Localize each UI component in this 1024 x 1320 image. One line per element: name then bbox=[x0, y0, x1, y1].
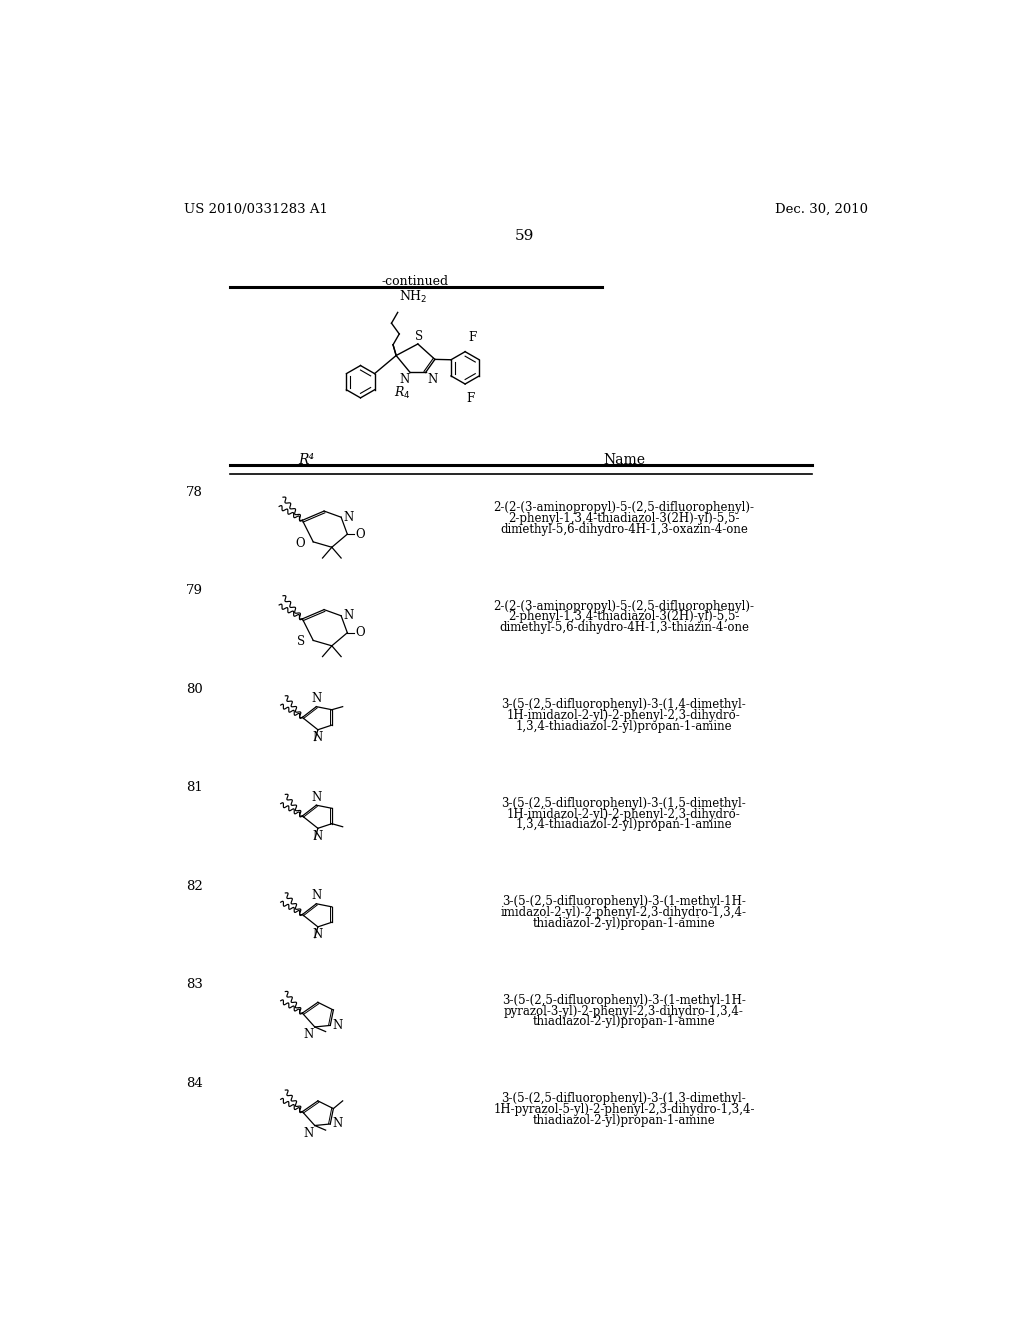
Text: N: N bbox=[311, 692, 322, 705]
Text: 78: 78 bbox=[186, 486, 203, 499]
Text: 1H-pyrazol-5-yl)-2-phenyl-2,3-dihydro-1,3,4-: 1H-pyrazol-5-yl)-2-phenyl-2,3-dihydro-1,… bbox=[494, 1104, 755, 1117]
Text: F: F bbox=[468, 331, 476, 345]
Text: N: N bbox=[312, 731, 323, 744]
Text: 2-phenyl-1,3,4-thiadiazol-3(2H)-yl)-5,5-: 2-phenyl-1,3,4-thiadiazol-3(2H)-yl)-5,5- bbox=[508, 610, 739, 623]
Text: 81: 81 bbox=[186, 781, 203, 795]
Text: 3-(5-(2,5-difluorophenyl)-3-(1,5-dimethyl-: 3-(5-(2,5-difluorophenyl)-3-(1,5-dimethy… bbox=[502, 797, 746, 809]
Text: thiadiazol-2-yl)propan-1-amine: thiadiazol-2-yl)propan-1-amine bbox=[532, 1114, 716, 1127]
Text: 1H-imidazol-2-yl)-2-phenyl-2,3-dihydro-: 1H-imidazol-2-yl)-2-phenyl-2,3-dihydro- bbox=[507, 808, 741, 821]
Text: R⁴: R⁴ bbox=[298, 453, 314, 466]
Text: 82: 82 bbox=[186, 880, 203, 892]
Text: O: O bbox=[355, 626, 365, 639]
Text: Name: Name bbox=[603, 453, 645, 466]
Text: 3-(5-(2,5-difluorophenyl)-3-(1-methyl-1H-: 3-(5-(2,5-difluorophenyl)-3-(1-methyl-1H… bbox=[502, 994, 745, 1007]
Text: N: N bbox=[343, 610, 353, 622]
Text: US 2010/0331283 A1: US 2010/0331283 A1 bbox=[183, 203, 328, 216]
Text: dimethyl-5,6-dihydro-4H-1,3-thiazin-4-one: dimethyl-5,6-dihydro-4H-1,3-thiazin-4-on… bbox=[499, 622, 749, 634]
Text: 3-(5-(2,5-difluorophenyl)-3-(1-methyl-1H-: 3-(5-(2,5-difluorophenyl)-3-(1-methyl-1H… bbox=[502, 895, 745, 908]
Text: N: N bbox=[427, 374, 437, 387]
Text: N: N bbox=[312, 928, 323, 941]
Text: thiadiazol-2-yl)propan-1-amine: thiadiazol-2-yl)propan-1-amine bbox=[532, 917, 716, 929]
Text: dimethyl-5,6-dihydro-4H-1,3-oxazin-4-one: dimethyl-5,6-dihydro-4H-1,3-oxazin-4-one bbox=[500, 523, 748, 536]
Text: N: N bbox=[303, 1127, 313, 1140]
Text: -continued: -continued bbox=[381, 276, 449, 289]
Text: S: S bbox=[297, 635, 305, 648]
Text: 3-(5-(2,5-difluorophenyl)-3-(1,4-dimethyl-: 3-(5-(2,5-difluorophenyl)-3-(1,4-dimethy… bbox=[502, 698, 746, 711]
Text: 59: 59 bbox=[515, 230, 535, 243]
Text: S: S bbox=[415, 330, 423, 343]
Text: 84: 84 bbox=[186, 1077, 203, 1090]
Text: 80: 80 bbox=[186, 682, 203, 696]
Text: F: F bbox=[467, 392, 475, 405]
Text: N: N bbox=[333, 1019, 343, 1032]
Text: 1H-imidazol-2-yl)-2-phenyl-2,3-dihydro-: 1H-imidazol-2-yl)-2-phenyl-2,3-dihydro- bbox=[507, 709, 741, 722]
Text: 83: 83 bbox=[186, 978, 203, 991]
Text: R$_4$: R$_4$ bbox=[394, 385, 411, 401]
Text: N: N bbox=[311, 890, 322, 903]
Text: N: N bbox=[343, 511, 353, 524]
Text: NH$_2$: NH$_2$ bbox=[399, 289, 428, 305]
Text: 3-(5-(2,5-difluorophenyl)-3-(1,3-dimethyl-: 3-(5-(2,5-difluorophenyl)-3-(1,3-dimethy… bbox=[502, 1093, 746, 1105]
Text: 2-phenyl-1,3,4-thiadiazol-3(2H)-yl)-5,5-: 2-phenyl-1,3,4-thiadiazol-3(2H)-yl)-5,5- bbox=[508, 512, 739, 525]
Text: N: N bbox=[399, 374, 410, 387]
Text: N: N bbox=[333, 1118, 343, 1130]
Text: 2-(2-(3-aminopropyl)-5-(2,5-difluorophenyl)-: 2-(2-(3-aminopropyl)-5-(2,5-difluorophen… bbox=[494, 502, 755, 513]
Text: Dec. 30, 2010: Dec. 30, 2010 bbox=[775, 203, 868, 216]
Text: O: O bbox=[355, 528, 365, 541]
Text: imidazol-2-yl)-2-phenyl-2,3-dihydro-1,3,4-: imidazol-2-yl)-2-phenyl-2,3-dihydro-1,3,… bbox=[501, 906, 746, 919]
Text: O: O bbox=[296, 537, 305, 550]
Text: 2-(2-(3-aminopropyl)-5-(2,5-difluorophenyl)-: 2-(2-(3-aminopropyl)-5-(2,5-difluorophen… bbox=[494, 599, 755, 612]
Text: N: N bbox=[311, 791, 322, 804]
Text: 79: 79 bbox=[186, 585, 203, 597]
Text: 1,3,4-thiadiazol-2-yl)propan-1-amine: 1,3,4-thiadiazol-2-yl)propan-1-amine bbox=[516, 719, 732, 733]
Text: N: N bbox=[312, 830, 323, 843]
Text: thiadiazol-2-yl)propan-1-amine: thiadiazol-2-yl)propan-1-amine bbox=[532, 1015, 716, 1028]
Text: pyrazol-3-yl)-2-phenyl-2,3-dihydro-1,3,4-: pyrazol-3-yl)-2-phenyl-2,3-dihydro-1,3,4… bbox=[504, 1005, 744, 1018]
Text: 1,3,4-thiadiazol-2-yl)propan-1-amine: 1,3,4-thiadiazol-2-yl)propan-1-amine bbox=[516, 818, 732, 832]
Text: N: N bbox=[303, 1028, 313, 1041]
